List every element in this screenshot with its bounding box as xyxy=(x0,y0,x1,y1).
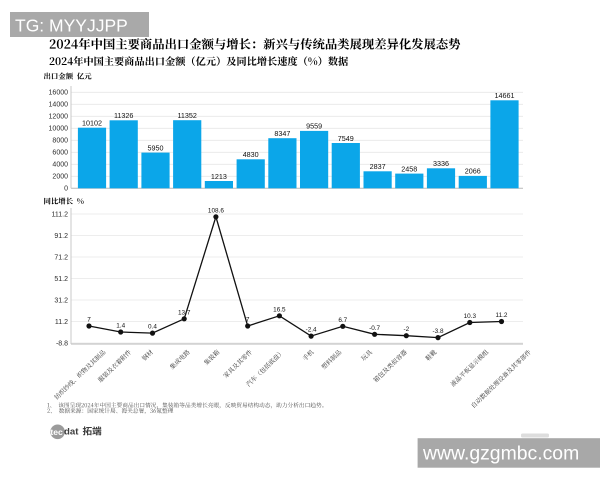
svg-text:2000: 2000 xyxy=(52,174,68,181)
svg-text:16000: 16000 xyxy=(49,90,69,97)
svg-text:71.2: 71.2 xyxy=(54,254,68,261)
svg-text:14000: 14000 xyxy=(49,102,69,109)
svg-text:4830: 4830 xyxy=(243,150,259,159)
svg-text:9559: 9559 xyxy=(306,122,322,131)
svg-text:7: 7 xyxy=(87,317,91,324)
svg-text:8347: 8347 xyxy=(274,129,290,138)
svg-text:tec: tec xyxy=(50,427,63,437)
svg-text:0.4: 0.4 xyxy=(148,324,157,331)
svg-text:7549: 7549 xyxy=(338,134,354,143)
svg-text:10000: 10000 xyxy=(49,126,69,133)
svg-text:11326: 11326 xyxy=(114,111,133,120)
svg-text:11.2: 11.2 xyxy=(496,312,508,319)
svg-text:7: 7 xyxy=(246,317,250,324)
svg-text:14661: 14661 xyxy=(495,91,515,100)
svg-text:6000: 6000 xyxy=(52,150,68,157)
svg-text:5950: 5950 xyxy=(148,143,164,152)
svg-text:-2.4: -2.4 xyxy=(306,327,317,334)
svg-text:6.7: 6.7 xyxy=(338,317,347,324)
svg-text:1.4: 1.4 xyxy=(116,323,125,330)
svg-text:3336: 3336 xyxy=(433,159,449,168)
svg-text:2066: 2066 xyxy=(465,167,481,176)
svg-text:®: ® xyxy=(98,425,102,431)
svg-text:10102: 10102 xyxy=(82,119,102,128)
svg-text:108.6: 108.6 xyxy=(208,207,224,214)
svg-text:-0.7: -0.7 xyxy=(369,325,380,332)
svg-text:10.3: 10.3 xyxy=(464,313,477,320)
svg-text:0: 0 xyxy=(64,186,68,193)
svg-text:1213: 1213 xyxy=(211,172,227,181)
svg-text:-8.8: -8.8 xyxy=(56,340,68,347)
svg-text:4000: 4000 xyxy=(52,162,68,169)
svg-text:31.2: 31.2 xyxy=(54,297,68,304)
svg-text:www.gzgmbc.com: www.gzgmbc.com xyxy=(422,442,579,464)
svg-text:16.5: 16.5 xyxy=(273,306,286,313)
svg-text:13.7: 13.7 xyxy=(178,309,191,316)
svg-text:8000: 8000 xyxy=(52,138,68,145)
svg-text:2837: 2837 xyxy=(370,162,386,171)
svg-text:2458: 2458 xyxy=(401,164,417,173)
svg-text:dat: dat xyxy=(64,427,79,438)
svg-text:12000: 12000 xyxy=(49,114,69,121)
svg-text:-3.8: -3.8 xyxy=(432,328,443,335)
svg-text:11352: 11352 xyxy=(177,111,196,120)
svg-text:91.2: 91.2 xyxy=(54,233,68,240)
svg-text:51.2: 51.2 xyxy=(54,276,68,283)
svg-text:111.2: 111.2 xyxy=(52,211,69,218)
svg-text:TG: MYYJJPP: TG: MYYJJPP xyxy=(15,16,128,36)
svg-text:11.2: 11.2 xyxy=(55,319,68,326)
svg-text:-2: -2 xyxy=(403,326,409,333)
